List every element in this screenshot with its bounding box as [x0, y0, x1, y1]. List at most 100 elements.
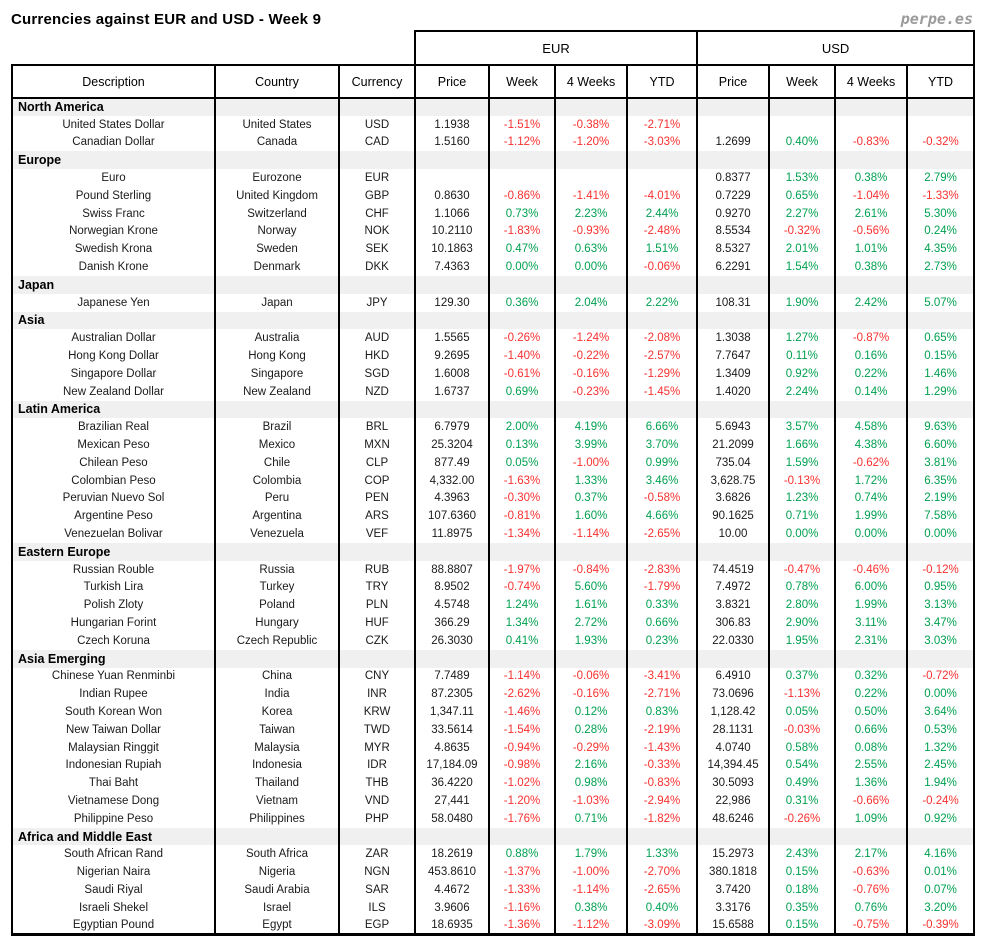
cell-description: Swiss Franc — [11, 204, 215, 223]
table-body: North America United States Dollar United … — [11, 98, 976, 936]
cell-currency-code: TWD — [337, 720, 416, 739]
cell-eur-price: 877.49 — [414, 453, 490, 472]
cell-eur-ytd: -1.45% — [626, 382, 698, 401]
section-cell — [906, 98, 976, 116]
cell-description: Danish Krone — [11, 258, 215, 276]
cell-usd-ytd: 0.53% — [906, 720, 976, 739]
cell-eur-ytd: -0.33% — [626, 756, 698, 775]
cell-description: Canadian Dollar — [11, 133, 215, 152]
section-cell — [488, 542, 556, 561]
column-header-ytd: YTD — [906, 64, 976, 99]
section-cell — [488, 649, 556, 668]
cell-usd-week: -0.03% — [768, 720, 836, 739]
table-row: South Korean Won Korea KRW 1,347.11 -1.46% 0.… — [11, 703, 976, 721]
table-row: Norwegian Krone Norway NOK 10.2110 -1.83% -0.… — [11, 222, 976, 241]
cell-usd-4weeks: 1.36% — [834, 774, 908, 793]
cell-usd-ytd: 0.92% — [906, 809, 976, 828]
section-cell — [768, 827, 836, 846]
cell-eur-4weeks: 2.04% — [554, 293, 628, 312]
cell-country: Israel — [214, 898, 339, 917]
cell-eur-week: 0.41% — [488, 631, 556, 650]
cell-description: Russian Rouble — [11, 560, 215, 579]
cell-usd-4weeks — [834, 115, 908, 134]
cell-eur-price: 7.7489 — [414, 667, 490, 686]
cell-usd-price: 3.8321 — [696, 596, 770, 615]
column-header-4-weeks: 4 Weeks — [834, 64, 908, 99]
cell-eur-4weeks: 2.16% — [554, 756, 628, 775]
table-row: Chinese Yuan Renminbi China CNY 7.7489 -1.14… — [11, 667, 976, 686]
section-cell — [768, 275, 836, 294]
cell-usd-price: 74.4519 — [696, 560, 770, 579]
cell-eur-week: -1.34% — [488, 525, 556, 543]
cell-eur-4weeks: 0.37% — [554, 489, 628, 508]
cell-country: Saudi Arabia — [214, 881, 339, 899]
section-row: Europe — [11, 151, 976, 170]
cell-usd-ytd: 5.30% — [906, 204, 976, 223]
column-header-ytd: YTD — [626, 64, 698, 99]
cell-usd-4weeks: 0.08% — [834, 738, 908, 757]
cell-description: Israeli Shekel — [11, 898, 215, 917]
cell-eur-week: -0.30% — [488, 489, 556, 508]
cell-eur-week: -0.94% — [488, 738, 556, 757]
cell-eur-ytd: -1.82% — [626, 809, 698, 828]
cell-usd-price: 1.4020 — [696, 382, 770, 401]
cell-eur-week: 0.36% — [488, 293, 556, 312]
cell-currency-code: VEF — [337, 525, 416, 543]
cell-currency-code: BRL — [337, 418, 416, 437]
cell-description: Pound Sterling — [11, 186, 215, 205]
cell-currency-code: CHF — [337, 204, 416, 223]
cell-country: Singapore — [214, 364, 339, 383]
cell-usd-price: 1.3038 — [696, 329, 770, 348]
cell-usd-week: 3.57% — [768, 418, 836, 437]
cell-currency-code: THB — [337, 774, 416, 793]
cell-currency-code: SGD — [337, 364, 416, 383]
cell-eur-price: 4.5748 — [414, 596, 490, 615]
cell-currency-code: NGN — [337, 863, 416, 882]
group-header-spacer — [12, 31, 415, 65]
cell-usd-4weeks: 0.38% — [834, 169, 908, 187]
cell-eur-price: 88.8807 — [414, 560, 490, 579]
cell-currency-code: CNY — [337, 667, 416, 686]
cell-eur-4weeks: 4.19% — [554, 418, 628, 437]
cell-eur-4weeks: -1.14% — [554, 525, 628, 543]
cell-description: Indonesian Rupiah — [11, 756, 215, 775]
cell-usd-week: 0.35% — [768, 898, 836, 917]
cell-eur-4weeks: -0.16% — [554, 685, 628, 704]
cell-eur-4weeks: -1.24% — [554, 329, 628, 348]
cell-eur-4weeks: 0.71% — [554, 809, 628, 828]
cell-currency-code: JPY — [337, 293, 416, 312]
cell-usd-ytd — [906, 115, 976, 134]
cell-usd-price: 21.2099 — [696, 436, 770, 454]
section-cell — [488, 151, 556, 170]
cell-usd-price: 3,628.75 — [696, 471, 770, 490]
cell-usd-4weeks: -0.75% — [834, 916, 908, 936]
cell-eur-ytd: -2.08% — [626, 329, 698, 348]
cell-currency-code: DKK — [337, 258, 416, 276]
cell-eur-price: 7.4363 — [414, 258, 490, 276]
cell-eur-ytd: -0.83% — [626, 774, 698, 793]
cell-currency-code: HUF — [337, 614, 416, 632]
cell-eur-price: 26.3030 — [414, 631, 490, 650]
table-row: Philippine Peso Philippines PHP 58.0480 -1.7… — [11, 809, 976, 828]
cell-description: Turkish Lira — [11, 578, 215, 597]
cell-usd-ytd: 0.00% — [906, 685, 976, 704]
cell-country: Peru — [214, 489, 339, 508]
cell-country: South Africa — [214, 845, 339, 864]
cell-description: United States Dollar — [11, 115, 215, 134]
cell-usd-price: 0.8377 — [696, 169, 770, 187]
section-cell — [214, 311, 339, 330]
column-header-price: Price — [696, 64, 770, 99]
cell-country: Argentina — [214, 507, 339, 526]
cell-usd-4weeks: 0.22% — [834, 685, 908, 704]
cell-usd-ytd: 7.58% — [906, 507, 976, 526]
cell-country: Denmark — [214, 258, 339, 276]
cell-eur-price: 33.5614 — [414, 720, 490, 739]
section-cell — [834, 400, 908, 419]
cell-usd-week: 0.65% — [768, 186, 836, 205]
column-header-price: Price — [414, 64, 490, 99]
section-cell — [906, 151, 976, 170]
cell-usd-price: 8.5534 — [696, 222, 770, 241]
section-cell — [834, 151, 908, 170]
section-cell — [834, 542, 908, 561]
cell-currency-code: AUD — [337, 329, 416, 348]
